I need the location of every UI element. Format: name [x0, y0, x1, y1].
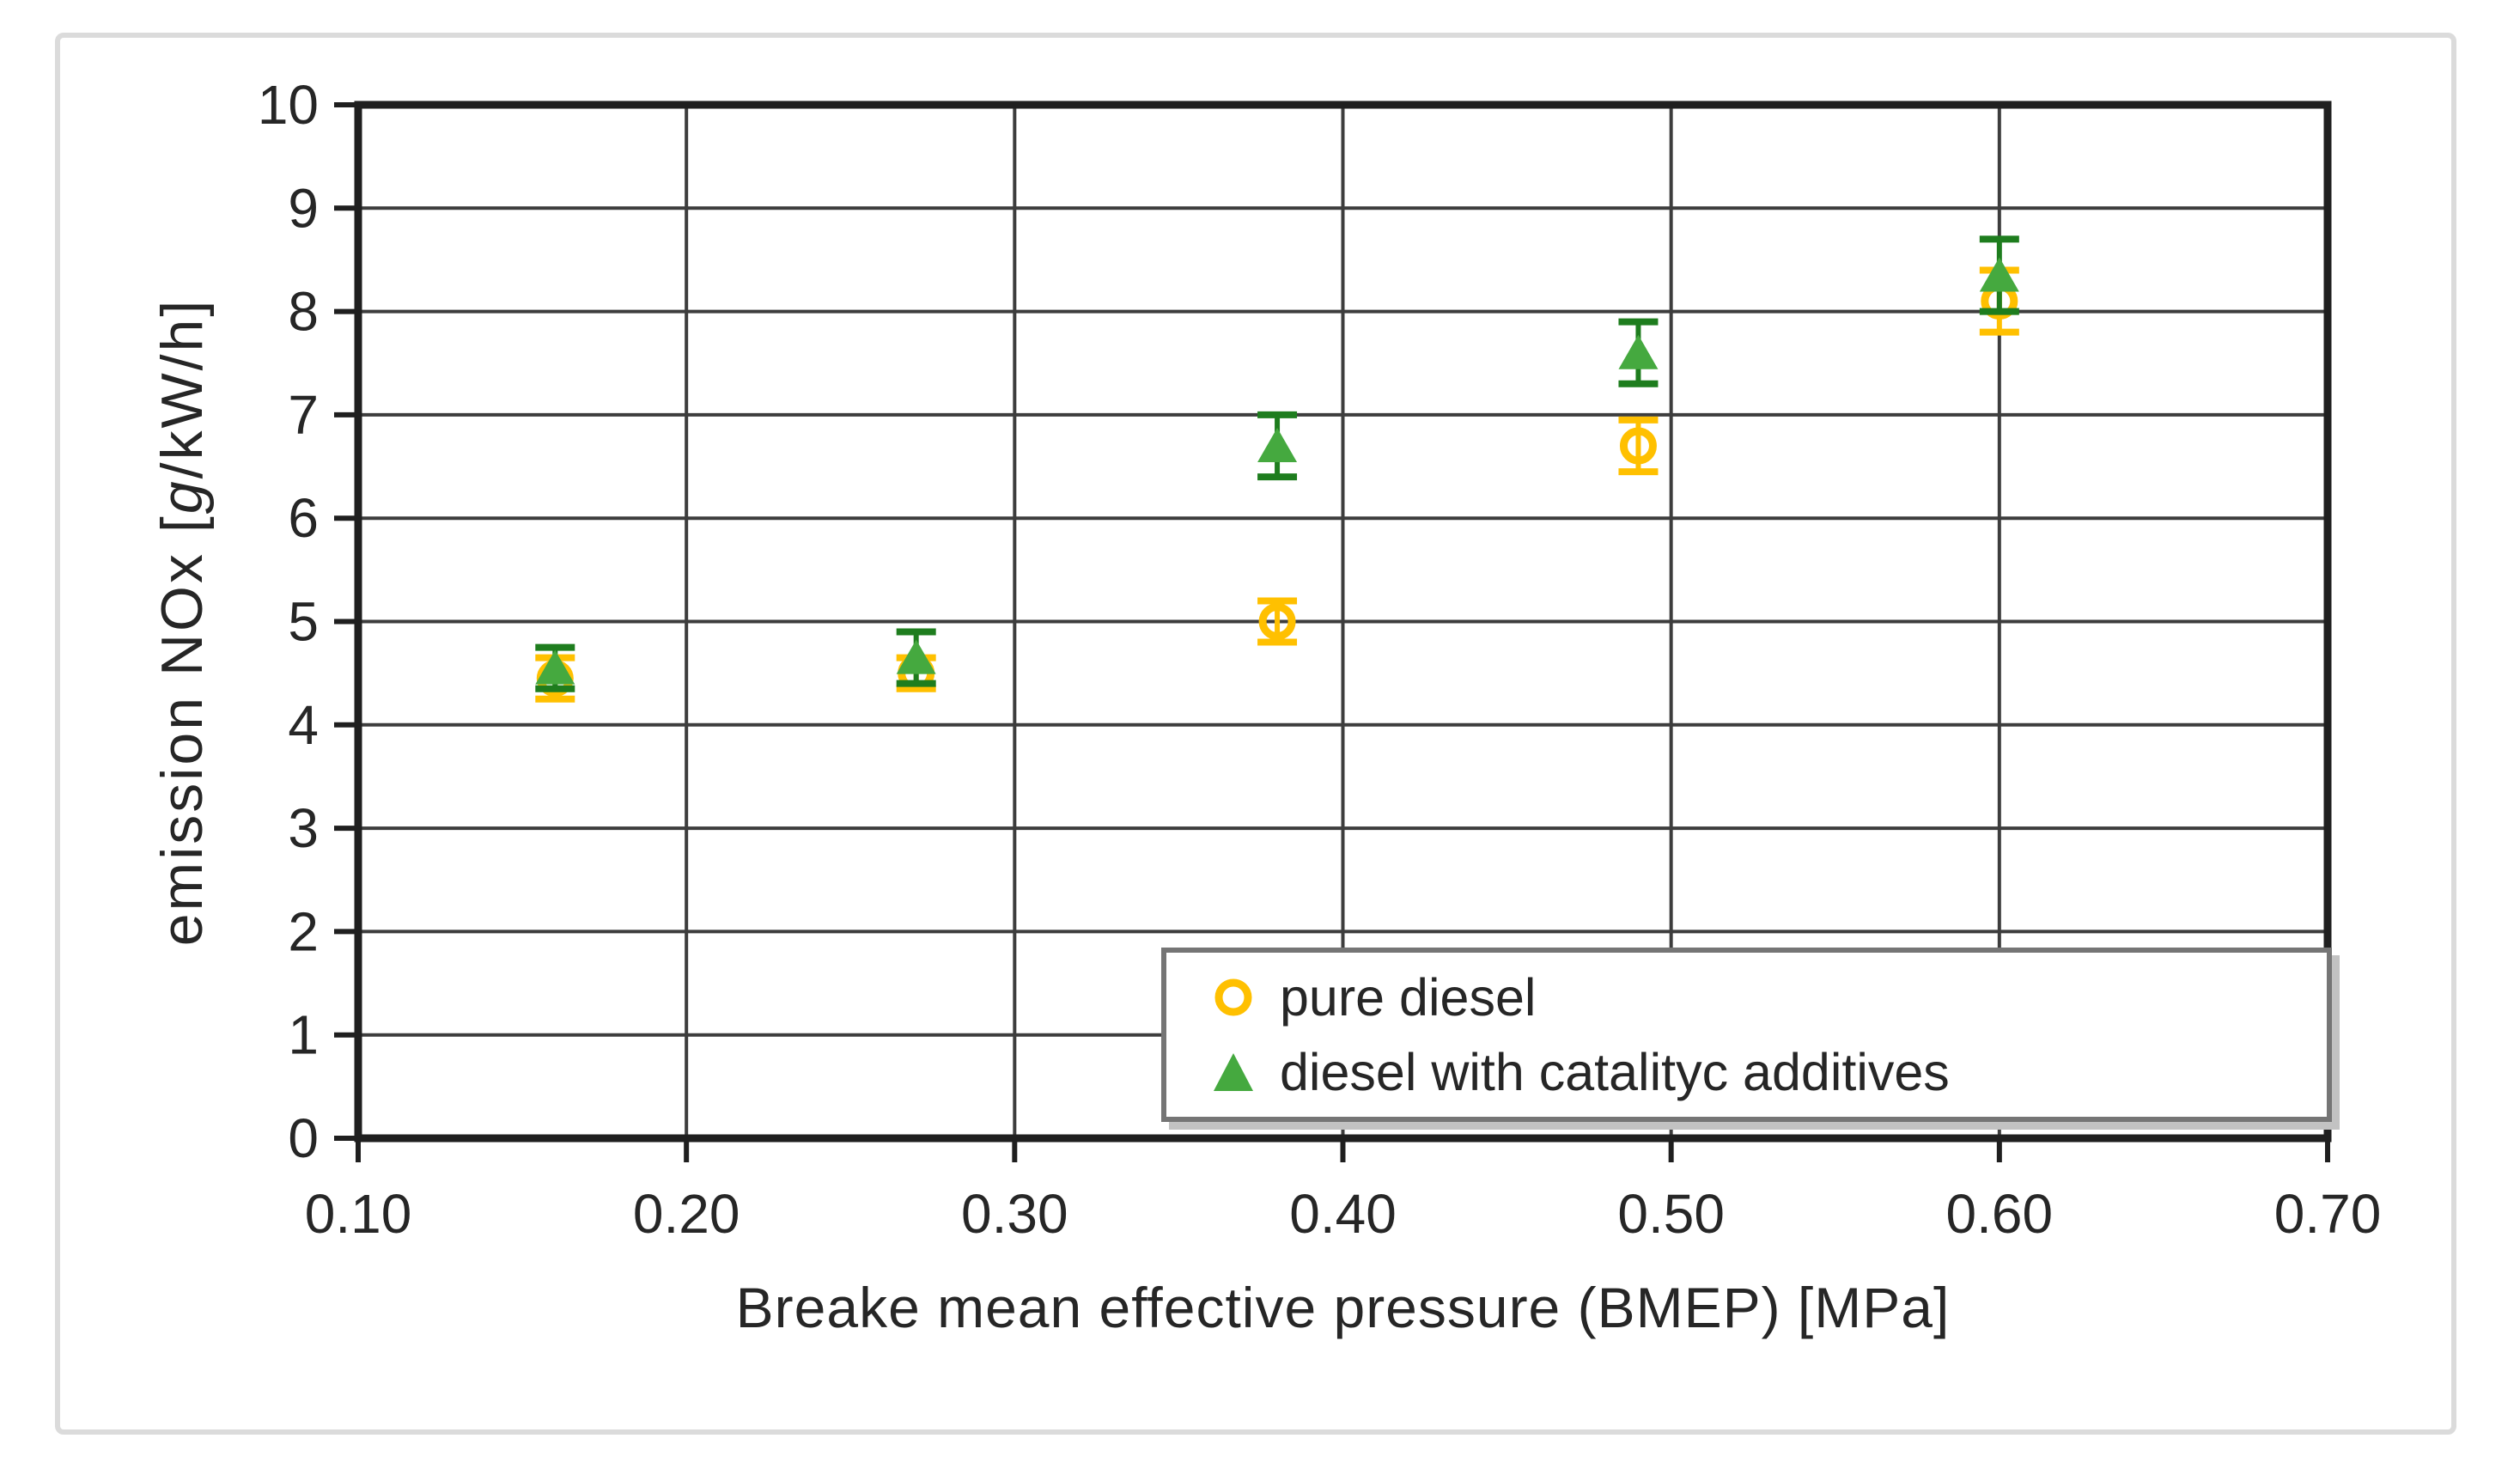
y-axis-title: emission NOx [g/kW/h] — [149, 298, 216, 947]
y-axis-title-prefix: emission NOx [ — [149, 514, 215, 947]
y-tick-label: 2 — [288, 900, 319, 962]
y-tick-label: 3 — [288, 797, 319, 859]
legend-item-diesel-additives: diesel with catalityc additives — [1211, 1042, 2327, 1102]
open-circle-marker-icon — [1214, 978, 1252, 1016]
y-tick-label: 0 — [288, 1107, 319, 1169]
figure-frame — [55, 33, 2456, 1435]
x-tick-label: 0.30 — [961, 1183, 1068, 1245]
data-point-triangle — [1979, 257, 2019, 292]
data-point-open-circle — [1619, 427, 1657, 465]
y-tick-label: 7 — [288, 384, 319, 446]
x-tick-label: 0.10 — [305, 1183, 412, 1245]
data-point-open-circle — [1258, 603, 1296, 640]
plot-border — [354, 101, 2332, 1143]
triangle-marker-icon — [1214, 1053, 1253, 1091]
x-tick-label: 0.40 — [1289, 1183, 1397, 1245]
data-point-triangle — [896, 639, 936, 674]
legend-label-diesel-additives: diesel with catalityc additives — [1280, 1043, 1950, 1101]
legend: pure diesel diesel with catalityc additi… — [1161, 948, 2332, 1122]
y-tick-label: 9 — [288, 177, 319, 239]
y-tick-label: 1 — [288, 1004, 319, 1066]
data-point-triangle — [1257, 427, 1298, 462]
x-tick-label: 0.50 — [1617, 1183, 1725, 1245]
x-tick-label: 0.20 — [633, 1183, 740, 1245]
data-point-triangle — [1618, 334, 1659, 369]
x-tick-label: 0.70 — [2274, 1183, 2382, 1245]
y-tick-label: 6 — [288, 487, 319, 549]
y-axis-title-unit-g: g — [149, 478, 215, 515]
y-tick-label: 5 — [288, 591, 319, 653]
data-point-triangle — [535, 649, 575, 685]
legend-item-pure-diesel: pure diesel — [1211, 967, 2327, 1027]
legend-label-pure-diesel: pure diesel — [1280, 968, 1537, 1027]
x-tick-label: 0.60 — [1946, 1183, 2054, 1245]
x-axis-title: Breake mean effective pressure (BMEP) [M… — [735, 1276, 1951, 1339]
y-tick-label: 8 — [288, 281, 319, 343]
y-axis-title-suffix: /kW/h] — [149, 297, 215, 479]
y-tick-label: 10 — [258, 74, 319, 136]
y-tick-label: 4 — [288, 694, 319, 756]
